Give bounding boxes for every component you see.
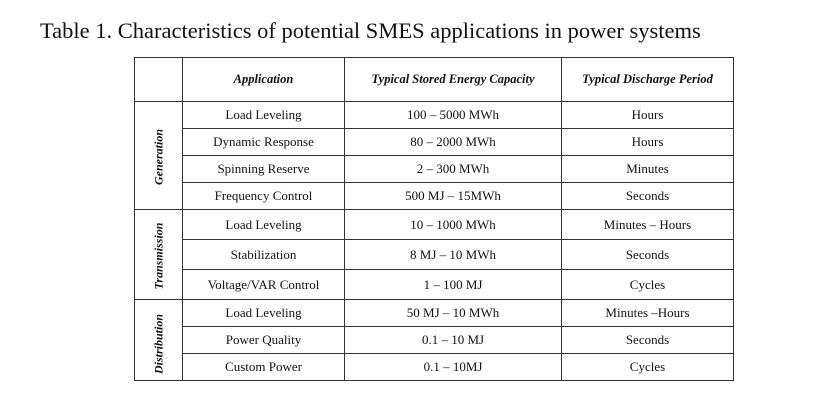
group-label-distribution: Distribution [134, 299, 183, 381]
cell-discharge: Hours [561, 128, 734, 156]
table-row: Custom Power 0.1 – 10MJ Cycles [135, 353, 734, 381]
header-cell-capacity: Typical Stored Energy Capacity [344, 57, 562, 102]
cell-application: Custom Power [182, 353, 345, 381]
table-row: Frequency Control 500 MJ – 15MWh Seconds [135, 182, 734, 210]
cell-application: Spinning Reserve [182, 155, 345, 183]
cell-application: Dynamic Response [182, 128, 345, 156]
cell-capacity: 0.1 – 10 MJ [344, 326, 562, 354]
table-caption: Table 1. Characteristics of potential SM… [40, 18, 701, 43]
cell-discharge: Cycles [561, 353, 734, 381]
cell-capacity: 10 – 1000 MWh [344, 209, 562, 240]
table-row: Power Quality 0.1 – 10 MJ Seconds [135, 326, 734, 354]
cell-discharge: Minutes [561, 155, 734, 183]
group-label-transmission: Transmission [134, 209, 183, 300]
header-row: Application Typical Stored Energy Capaci… [134, 57, 734, 102]
cell-discharge: Minutes – Hours [561, 209, 734, 240]
cell-application: Stabilization [182, 239, 345, 270]
header-cell-group [134, 57, 183, 102]
table-row: Spinning Reserve 2 – 300 MWh Minutes [135, 155, 734, 183]
group-label-generation: Generation [134, 101, 183, 210]
group-label-text: Transmission [151, 222, 165, 290]
cell-discharge: Seconds [561, 239, 734, 270]
cell-application: Voltage/VAR Control [182, 269, 345, 300]
table-row: Generation Load Leveling 100 – 5000 MWh … [134, 101, 734, 210]
header-cell-application: Application [182, 57, 345, 102]
cell-application: Frequency Control [182, 182, 345, 210]
cell-discharge: Seconds [561, 182, 734, 210]
header-cell-discharge: Typical Discharge Period [561, 57, 734, 102]
cell-capacity: 0.1 – 10MJ [344, 353, 562, 381]
table-row: Dynamic Response 80 – 2000 MWh Hours [135, 128, 734, 156]
cell-discharge: Cycles [561, 269, 734, 300]
cell-capacity: 100 – 5000 MWh [344, 101, 562, 129]
cell-capacity: 50 MJ – 10 MWh [344, 299, 562, 327]
smes-applications-table: Application Typical Stored Energy Capaci… [134, 57, 734, 381]
cell-capacity: 500 MJ – 15MWh [344, 182, 562, 210]
cell-application: Load Leveling [182, 299, 345, 327]
cell-capacity: 2 – 300 MWh [344, 155, 562, 183]
table-row: Transmission Load Leveling 10 – 1000 MWh… [134, 209, 734, 300]
cell-application: Load Leveling [182, 209, 345, 240]
cell-capacity: 8 MJ – 10 MWh [344, 239, 562, 270]
cell-application: Power Quality [182, 326, 345, 354]
cell-capacity: 80 – 2000 MWh [344, 128, 562, 156]
cell-discharge: Hours [561, 101, 734, 129]
cell-discharge: Minutes –Hours [561, 299, 734, 327]
table-row: Distribution Load Leveling 50 MJ – 10 MW… [134, 299, 734, 381]
table-row: Voltage/VAR Control 1 – 100 MJ Cycles [135, 269, 734, 300]
cell-discharge: Seconds [561, 326, 734, 354]
cell-application: Load Leveling [182, 101, 345, 129]
table-row: Stabilization 8 MJ – 10 MWh Seconds [135, 239, 734, 270]
group-label-text: Generation [151, 128, 165, 186]
cell-capacity: 1 – 100 MJ [344, 269, 562, 300]
group-label-text: Distribution [151, 313, 165, 375]
